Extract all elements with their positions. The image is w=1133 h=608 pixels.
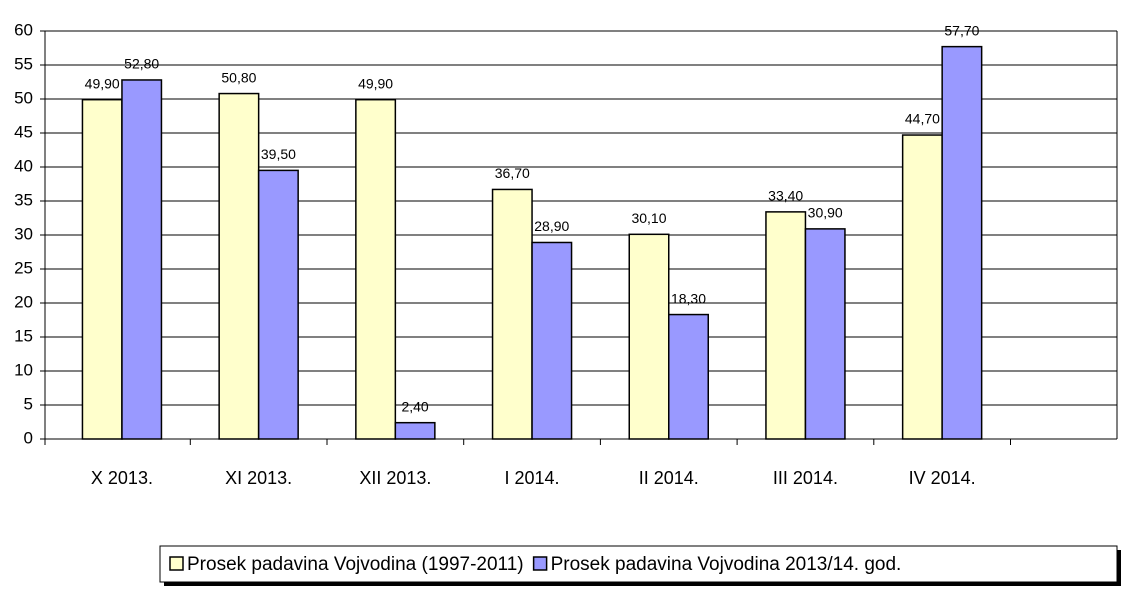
value-label: 30,90 [808,205,843,221]
x-tick-label: I 2014. [505,468,560,488]
value-label: 44,70 [905,111,940,127]
y-tick-label: 15 [14,326,33,345]
bar [668,313,709,440]
legend-swatch [532,556,548,571]
bar [121,79,163,440]
value-label: 33,40 [768,188,803,204]
y-tick-label: 25 [14,258,33,277]
bar [394,421,436,440]
legend-label: Prosek padavina Vojvodina (1997-2011) [187,554,524,575]
value-label: 49,90 [358,75,393,91]
bar [901,134,943,440]
y-tick-label: 5 [24,394,33,413]
y-tick-label: 40 [14,156,33,175]
value-label: 30,10 [631,210,666,226]
bar [218,92,260,440]
bar [804,228,846,440]
bar [531,241,573,440]
y-tick-label: 35 [14,190,33,209]
legend-label: Prosek padavina Vojvodina 2013/14. god. [551,554,902,575]
value-label: 39,50 [261,146,296,162]
x-tick-label: II 2014. [639,468,699,488]
x-tick-label: III 2014. [773,468,838,488]
value-label: 36,70 [495,165,530,181]
value-label: 50,80 [221,69,256,85]
legend-swatch [169,556,184,571]
bar [491,188,533,440]
y-tick-label: 45 [14,122,33,141]
y-tick-label: 30 [14,224,33,243]
value-label: 2,40 [401,398,428,414]
value-label: 52,80 [124,56,159,72]
y-tick-label: 60 [14,20,33,39]
x-tick-label: IV 2014. [909,468,976,488]
bar [628,233,670,440]
y-tick-label: 20 [14,292,33,311]
x-tick-label: XII 2013. [359,468,431,488]
value-label: 28,90 [534,218,569,234]
value-label: 18,30 [671,290,706,306]
bar [355,98,397,440]
bar [941,45,983,440]
bar [81,98,123,440]
value-label: 57,70 [944,22,979,38]
y-tick-label: 55 [14,54,33,73]
legend [159,545,1118,583]
y-tick-label: 10 [14,360,33,379]
bar [257,169,299,440]
y-tick-label: 50 [14,88,33,107]
x-tick-label: X 2013. [91,468,153,488]
y-tick-label: 0 [24,428,33,447]
value-label: 49,90 [85,75,120,91]
x-tick-label: XI 2013. [225,468,292,488]
bar [765,211,807,440]
